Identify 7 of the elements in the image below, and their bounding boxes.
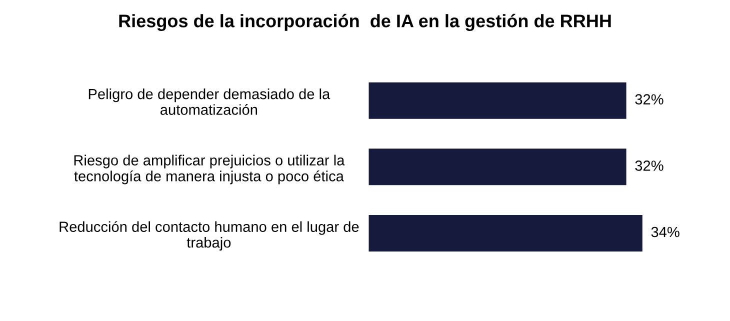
y-tick-label: Reducción del contacto humano en el lugar de trabajo — [60, 221, 359, 251]
y-tick-label: Riesgo de amplificar prejuicios o utilizar la tecnología de manera injusta o poco ética — [74, 154, 345, 184]
data-label: 32% — [635, 94, 664, 104]
chart-title: Riesgos de la incorporación de IA en la gestión de RRHH — [119, 14, 611, 32]
data-label: 32% — [635, 160, 664, 171]
data-label: 34% — [651, 226, 680, 238]
y-tick-label: Peligro de depender demasiado de la automatización — [88, 88, 330, 115]
